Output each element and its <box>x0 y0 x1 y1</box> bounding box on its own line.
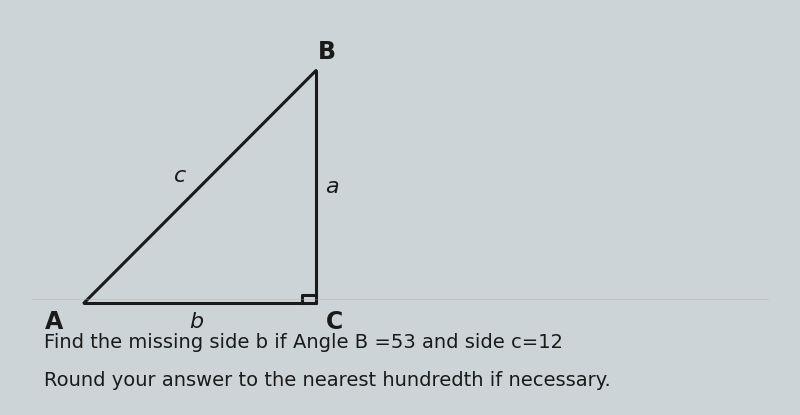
Text: c: c <box>174 166 186 186</box>
Text: b: b <box>189 312 203 332</box>
Text: a: a <box>325 177 339 197</box>
Text: A: A <box>46 310 63 334</box>
Text: Find the missing side b if Angle B =53 and side c=12: Find the missing side b if Angle B =53 a… <box>44 333 563 352</box>
Text: B: B <box>318 40 335 64</box>
Text: Round your answer to the nearest hundredth if necessary.: Round your answer to the nearest hundred… <box>44 371 610 391</box>
Text: C: C <box>326 310 343 334</box>
